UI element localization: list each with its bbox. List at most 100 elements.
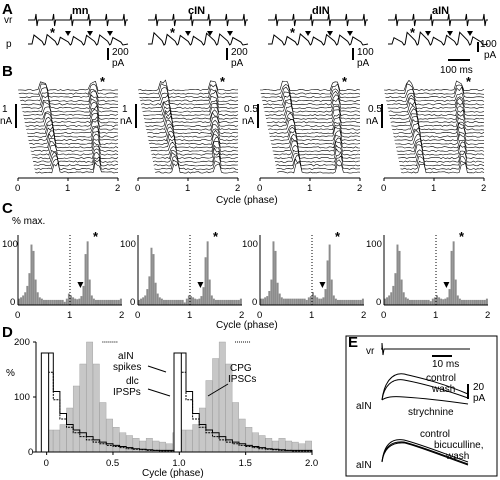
bar-c xyxy=(158,297,161,305)
bar-c xyxy=(94,299,97,305)
sweep-trace xyxy=(30,140,119,152)
c-xtick-label: 0 xyxy=(257,310,262,321)
sweep-trace xyxy=(31,144,119,156)
bar-c xyxy=(278,293,281,305)
sweep-trace xyxy=(390,113,485,124)
bar-d-cpg xyxy=(53,429,60,453)
c-ytick-label: 0 xyxy=(10,297,15,308)
sweep-trace xyxy=(263,97,361,109)
bar-d-cpg xyxy=(119,432,127,453)
bar-c xyxy=(237,299,240,305)
bar-c xyxy=(187,295,190,305)
bar-c xyxy=(109,299,112,305)
bar-c xyxy=(341,299,344,305)
sweep-trace xyxy=(20,90,119,102)
sweep-trace xyxy=(24,112,119,124)
scale-current-value-mn: 200 xyxy=(112,47,129,58)
sweep-trace xyxy=(148,129,239,142)
bar-c xyxy=(396,244,399,305)
sweep-trace xyxy=(387,97,485,110)
bar-c xyxy=(76,299,79,305)
panel-e: vr 10 ms 20 pA aIN control wash strychni… xyxy=(345,335,498,477)
bar-c xyxy=(179,299,182,305)
bar-c xyxy=(419,299,422,305)
bar-c xyxy=(82,285,85,305)
bar-d-cpg xyxy=(126,435,133,453)
c-arrowhead xyxy=(319,282,326,288)
bar-d-cpg xyxy=(205,380,213,453)
bar-c xyxy=(293,298,296,305)
neuron-title-cIN: cIN xyxy=(188,5,205,17)
bar-c xyxy=(316,297,319,305)
bar-c xyxy=(312,292,314,305)
bar-d-cpg xyxy=(192,424,200,453)
bar-c xyxy=(287,298,290,305)
neuron-title-mn: mn xyxy=(72,5,89,17)
bar-d-cpg xyxy=(212,358,220,453)
sweep-trace xyxy=(155,162,239,174)
bar-c xyxy=(45,299,48,305)
bar-c xyxy=(264,297,267,305)
sweep-trace xyxy=(33,155,119,167)
c-arrowhead xyxy=(197,282,204,288)
bar-c xyxy=(86,241,89,305)
sweep-trace xyxy=(260,83,361,95)
bar-d-cpg xyxy=(112,427,120,453)
e-trace-wash-lower xyxy=(381,442,469,466)
bar-d-cpg xyxy=(59,424,67,453)
sweep-trace xyxy=(395,133,485,145)
scale-current-unit-aIN: pA xyxy=(484,50,497,61)
sweep-trace xyxy=(140,90,239,102)
arrow-cpg-ipscs xyxy=(207,383,229,397)
scale-current-unit-cIN: pA xyxy=(231,58,244,69)
bar-c xyxy=(357,299,360,305)
b-scale-value: 1 xyxy=(2,104,8,115)
scale-current-unit-dIN: pA xyxy=(357,58,370,69)
bar-c xyxy=(332,295,335,305)
sweep-trace xyxy=(272,137,361,149)
bar-c xyxy=(42,299,45,305)
histogram-cIN: * 100 00 1 2 xyxy=(120,229,244,321)
sweep-trace xyxy=(28,130,119,142)
c-asterisk: * xyxy=(459,229,465,244)
b-xtick-label: 2 xyxy=(481,183,486,194)
asterisk-a-aIN: * xyxy=(410,25,416,40)
bar-c xyxy=(330,279,333,305)
panel-letter-d: D xyxy=(2,324,13,341)
sweep-trace xyxy=(152,152,239,163)
c-arrowhead xyxy=(77,282,84,288)
bar-c xyxy=(239,298,242,305)
annot-cpg-ipscs-1: CPG xyxy=(230,363,252,374)
panel-letter-e: E xyxy=(348,334,358,351)
panel-e-frame xyxy=(345,335,498,477)
bar-c xyxy=(473,299,476,305)
bar-c xyxy=(51,299,54,305)
c-ytick-label: 100 xyxy=(366,239,382,250)
bar-c xyxy=(305,299,308,305)
bar-c xyxy=(194,298,197,305)
bar-c xyxy=(231,299,234,305)
sweep-trace xyxy=(262,94,361,106)
bar-c xyxy=(148,276,151,305)
bar-c xyxy=(78,298,81,305)
bar-c xyxy=(196,299,199,305)
bar-d-cpg xyxy=(218,341,226,453)
sweep-trace xyxy=(23,104,119,117)
arrowhead-a-1-1 xyxy=(207,31,213,36)
bar-c xyxy=(165,299,168,305)
arrowhead-a-1-0 xyxy=(185,31,191,36)
c-asterisk: * xyxy=(213,229,219,244)
bar-c xyxy=(450,250,453,305)
bar-c xyxy=(36,292,39,305)
bar-c xyxy=(202,287,205,305)
bar-d-cpg xyxy=(86,341,94,453)
bar-d-cpg xyxy=(238,418,246,453)
bar-c xyxy=(485,298,488,305)
neuron-title-aIN: aIN xyxy=(432,5,449,17)
panel-letter-c: C xyxy=(2,200,13,217)
panel-c-xlabel: Cycle (phase) xyxy=(216,320,278,331)
bar-c xyxy=(72,297,75,305)
c-xtick-label: 0 xyxy=(135,310,140,321)
c-xtick-label: 2 xyxy=(239,310,244,321)
